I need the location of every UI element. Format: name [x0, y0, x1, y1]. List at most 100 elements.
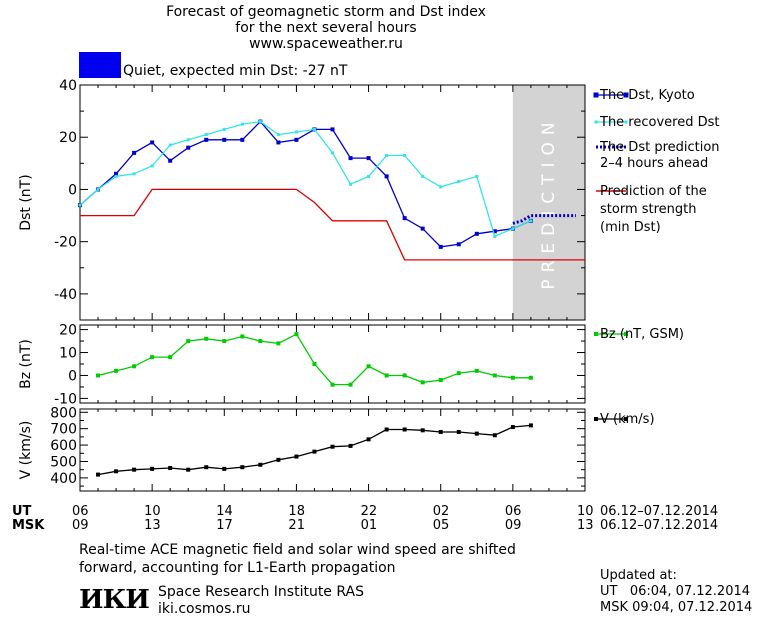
data-point	[384, 373, 389, 378]
legend-strength-label-1: Prediction of the	[600, 184, 707, 199]
data-point	[132, 172, 136, 176]
ut-tick-label: 18	[288, 504, 305, 519]
data-point	[168, 355, 173, 360]
data-point	[222, 466, 227, 471]
data-point	[439, 185, 443, 189]
ut-tick-label: 10	[577, 504, 594, 519]
data-point	[168, 158, 173, 163]
data-point	[276, 341, 281, 346]
data-point	[421, 174, 425, 178]
data-point	[150, 355, 155, 360]
institute-name: Space Research Institute RAS	[158, 584, 364, 600]
data-point	[312, 127, 316, 131]
data-point	[312, 449, 317, 454]
data-point	[294, 130, 298, 134]
y-tick-label: 500	[50, 454, 77, 470]
data-point	[474, 368, 479, 373]
data-point	[510, 425, 515, 430]
y-axis-label: V (km/s)	[18, 421, 34, 480]
y-tick-label: 0	[68, 182, 77, 198]
legend-marker	[624, 332, 628, 336]
msk-tick-label: 05	[432, 518, 450, 533]
data-point	[114, 174, 118, 178]
prediction-zone-label: PREDICTION	[539, 115, 559, 289]
panel-frame-1	[79, 84, 586, 321]
ut-tick-label: 14	[216, 504, 233, 519]
updated-info: Updated at: UT 06:04, 07.12.2014 MSK 09:…	[600, 568, 752, 616]
data-point	[258, 462, 263, 467]
msk-tick-label: 21	[288, 518, 305, 533]
data-point	[276, 133, 280, 137]
data-point	[528, 375, 533, 380]
data-point	[114, 368, 119, 373]
msk-axis-label: MSK	[12, 518, 45, 533]
legend-marker	[594, 417, 598, 421]
data-point	[384, 427, 389, 432]
legend-marker	[623, 92, 629, 98]
data-point	[150, 164, 154, 168]
data-point	[402, 373, 407, 378]
y-tick-label: 40	[59, 78, 77, 94]
data-point	[474, 231, 479, 236]
series-line	[80, 188, 585, 261]
data-point	[240, 465, 245, 470]
data-point	[348, 382, 353, 387]
data-point	[312, 362, 317, 366]
data-point	[132, 364, 137, 369]
data-point	[384, 174, 389, 179]
data-point	[366, 156, 371, 161]
data-point	[132, 150, 137, 155]
legend-strength-label-2: storm strength	[600, 202, 697, 217]
data-point	[366, 437, 371, 442]
y-tick-label: 0	[68, 368, 77, 384]
series-line	[97, 333, 531, 386]
data-point	[348, 156, 353, 161]
ut-date-range: 06.12–07.12.2014	[600, 504, 719, 519]
data-point	[240, 137, 245, 142]
data-point	[348, 443, 353, 448]
msk-date-range: 06.12–07.12.2014	[600, 518, 719, 533]
status-color-swatch	[79, 52, 121, 78]
legend-v-label: V (km/s)	[600, 412, 655, 427]
data-point	[349, 182, 353, 186]
panel-frame-3	[79, 408, 586, 492]
data-point	[204, 137, 209, 142]
legend-marker	[593, 92, 599, 98]
y-tick-label: 20	[59, 323, 77, 339]
data-point	[186, 467, 191, 472]
msk-tick-label: 17	[216, 518, 233, 533]
data-point	[240, 334, 245, 339]
panel-frame-2	[79, 324, 586, 404]
data-point	[330, 444, 335, 449]
msk-tick-label: 09	[72, 518, 89, 533]
data-point	[96, 472, 101, 477]
legend-marker	[594, 120, 598, 124]
ut-tick-label: 06	[504, 504, 522, 519]
data-point	[294, 137, 299, 142]
data-point	[457, 180, 461, 184]
legend-prediction-label-2: 2–4 hours ahead	[600, 156, 709, 171]
updated-label: Updated at:	[600, 568, 677, 583]
data-point	[474, 431, 479, 436]
institute-info: Space Research Institute RAS iki.cosmos.…	[158, 584, 364, 618]
data-point	[258, 339, 263, 344]
footnote: Real-time ACE magnetic field and solar w…	[79, 541, 516, 577]
data-point	[222, 127, 226, 131]
y-tick-label: 10	[59, 346, 77, 362]
data-point	[366, 364, 371, 369]
data-point	[475, 174, 479, 178]
data-point	[403, 154, 407, 157]
data-point	[150, 140, 155, 145]
legend-prediction-label-1: The Dst prediction	[600, 140, 720, 155]
series-line	[79, 120, 532, 248]
prediction-zone	[512, 85, 585, 320]
y-tick-label: -20	[54, 235, 77, 251]
data-point	[402, 427, 407, 432]
data-point	[132, 467, 137, 472]
data-point	[511, 227, 515, 231]
y-tick-label: 400	[50, 471, 77, 487]
data-point	[114, 469, 119, 474]
y-tick-label: 600	[50, 438, 77, 454]
data-point	[168, 143, 172, 147]
